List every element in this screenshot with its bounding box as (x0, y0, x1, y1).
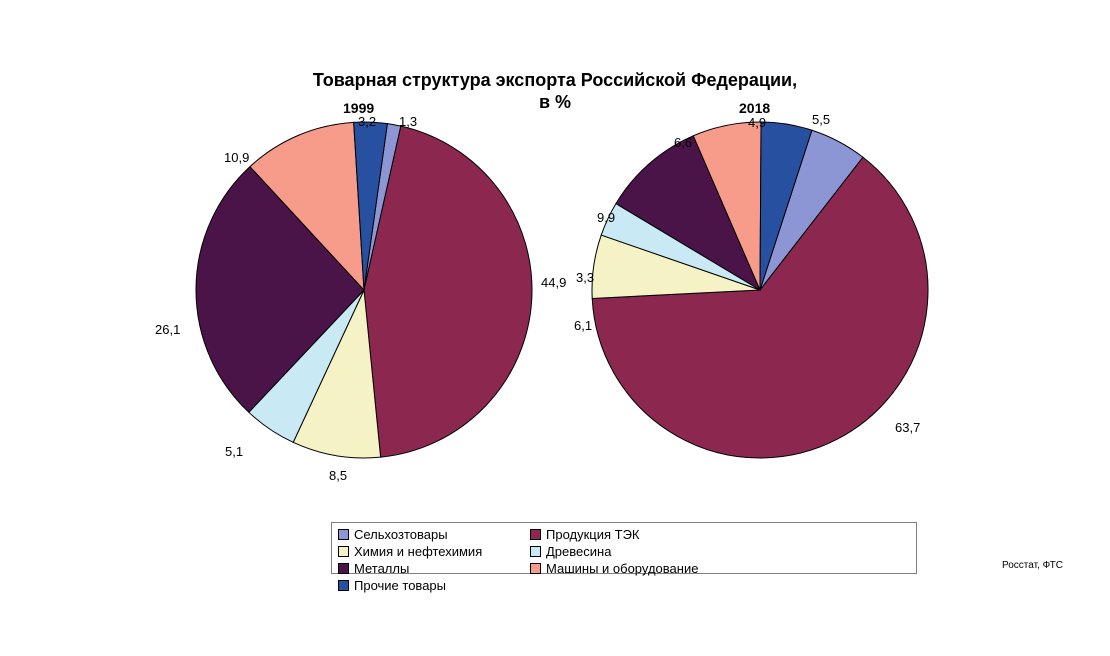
chart-stage: Товарная структура экспорта Российской Ф… (0, 0, 1110, 656)
slice-label-1999-mach: 10,9 (224, 150, 249, 165)
slice-label-2018-agri: 5,5 (812, 112, 830, 127)
legend-item-agri: Сельхозтовары (338, 527, 516, 542)
pie-2018 (590, 120, 930, 460)
slice-label-1999-agri: 1,3 (399, 114, 417, 129)
legend-label-wood: Древесина (546, 544, 611, 559)
legend-item-metal: Металлы (338, 561, 516, 576)
source-attribution: Росстат, ФТС (1002, 560, 1063, 571)
legend-label-chem: Химия и нефтехимия (354, 544, 482, 559)
chart-title-line2: в % (0, 92, 1110, 113)
legend-label-mach: Машины и оборудование (546, 561, 698, 576)
slice-label-1999-other: 3,2 (358, 114, 376, 129)
legend-item-other: Прочие товары (338, 578, 516, 593)
slice-label-1999-fuel: 44,9 (541, 275, 566, 290)
legend-item-fuel: Продукция ТЭК (530, 527, 708, 542)
legend-label-fuel: Продукция ТЭК (546, 527, 640, 542)
slice-label-2018-wood: 3,3 (576, 270, 594, 285)
slice-label-1999-metal: 26,1 (155, 322, 180, 337)
legend-item-mach: Машины и оборудование (530, 561, 708, 576)
slice-label-2018-other: 4,9 (748, 115, 766, 130)
year-label-2018: 2018 (739, 100, 770, 116)
legend-label-metal: Металлы (354, 561, 409, 576)
slice-label-1999-wood: 5,1 (225, 444, 243, 459)
legend-swatch-wood (530, 546, 541, 557)
legend-item-wood: Древесина (530, 544, 708, 559)
legend-swatch-chem (338, 546, 349, 557)
legend-swatch-metal (338, 563, 349, 574)
legend: Сельхозтовары Продукция ТЭК Химия и нефтех… (331, 522, 917, 574)
legend-item-chem: Химия и нефтехимия (338, 544, 516, 559)
slice-label-2018-metal: 9,9 (597, 210, 615, 225)
slice-label-2018-mach: 6,6 (674, 135, 692, 150)
legend-label-other: Прочие товары (354, 578, 446, 593)
legend-swatch-agri (338, 529, 349, 540)
legend-label-agri: Сельхозтовары (354, 527, 448, 542)
slice-label-2018-fuel: 63,7 (895, 420, 920, 435)
pie-1999 (194, 120, 534, 460)
chart-title-line1: Товарная структура экспорта Российской Ф… (0, 70, 1110, 91)
slice-label-1999-chem: 8,5 (329, 468, 347, 483)
pie-slice-fuel (364, 126, 532, 457)
legend-swatch-fuel (530, 529, 541, 540)
legend-swatch-mach (530, 563, 541, 574)
legend-swatch-other (338, 580, 349, 591)
slice-label-2018-chem: 6,1 (574, 318, 592, 333)
